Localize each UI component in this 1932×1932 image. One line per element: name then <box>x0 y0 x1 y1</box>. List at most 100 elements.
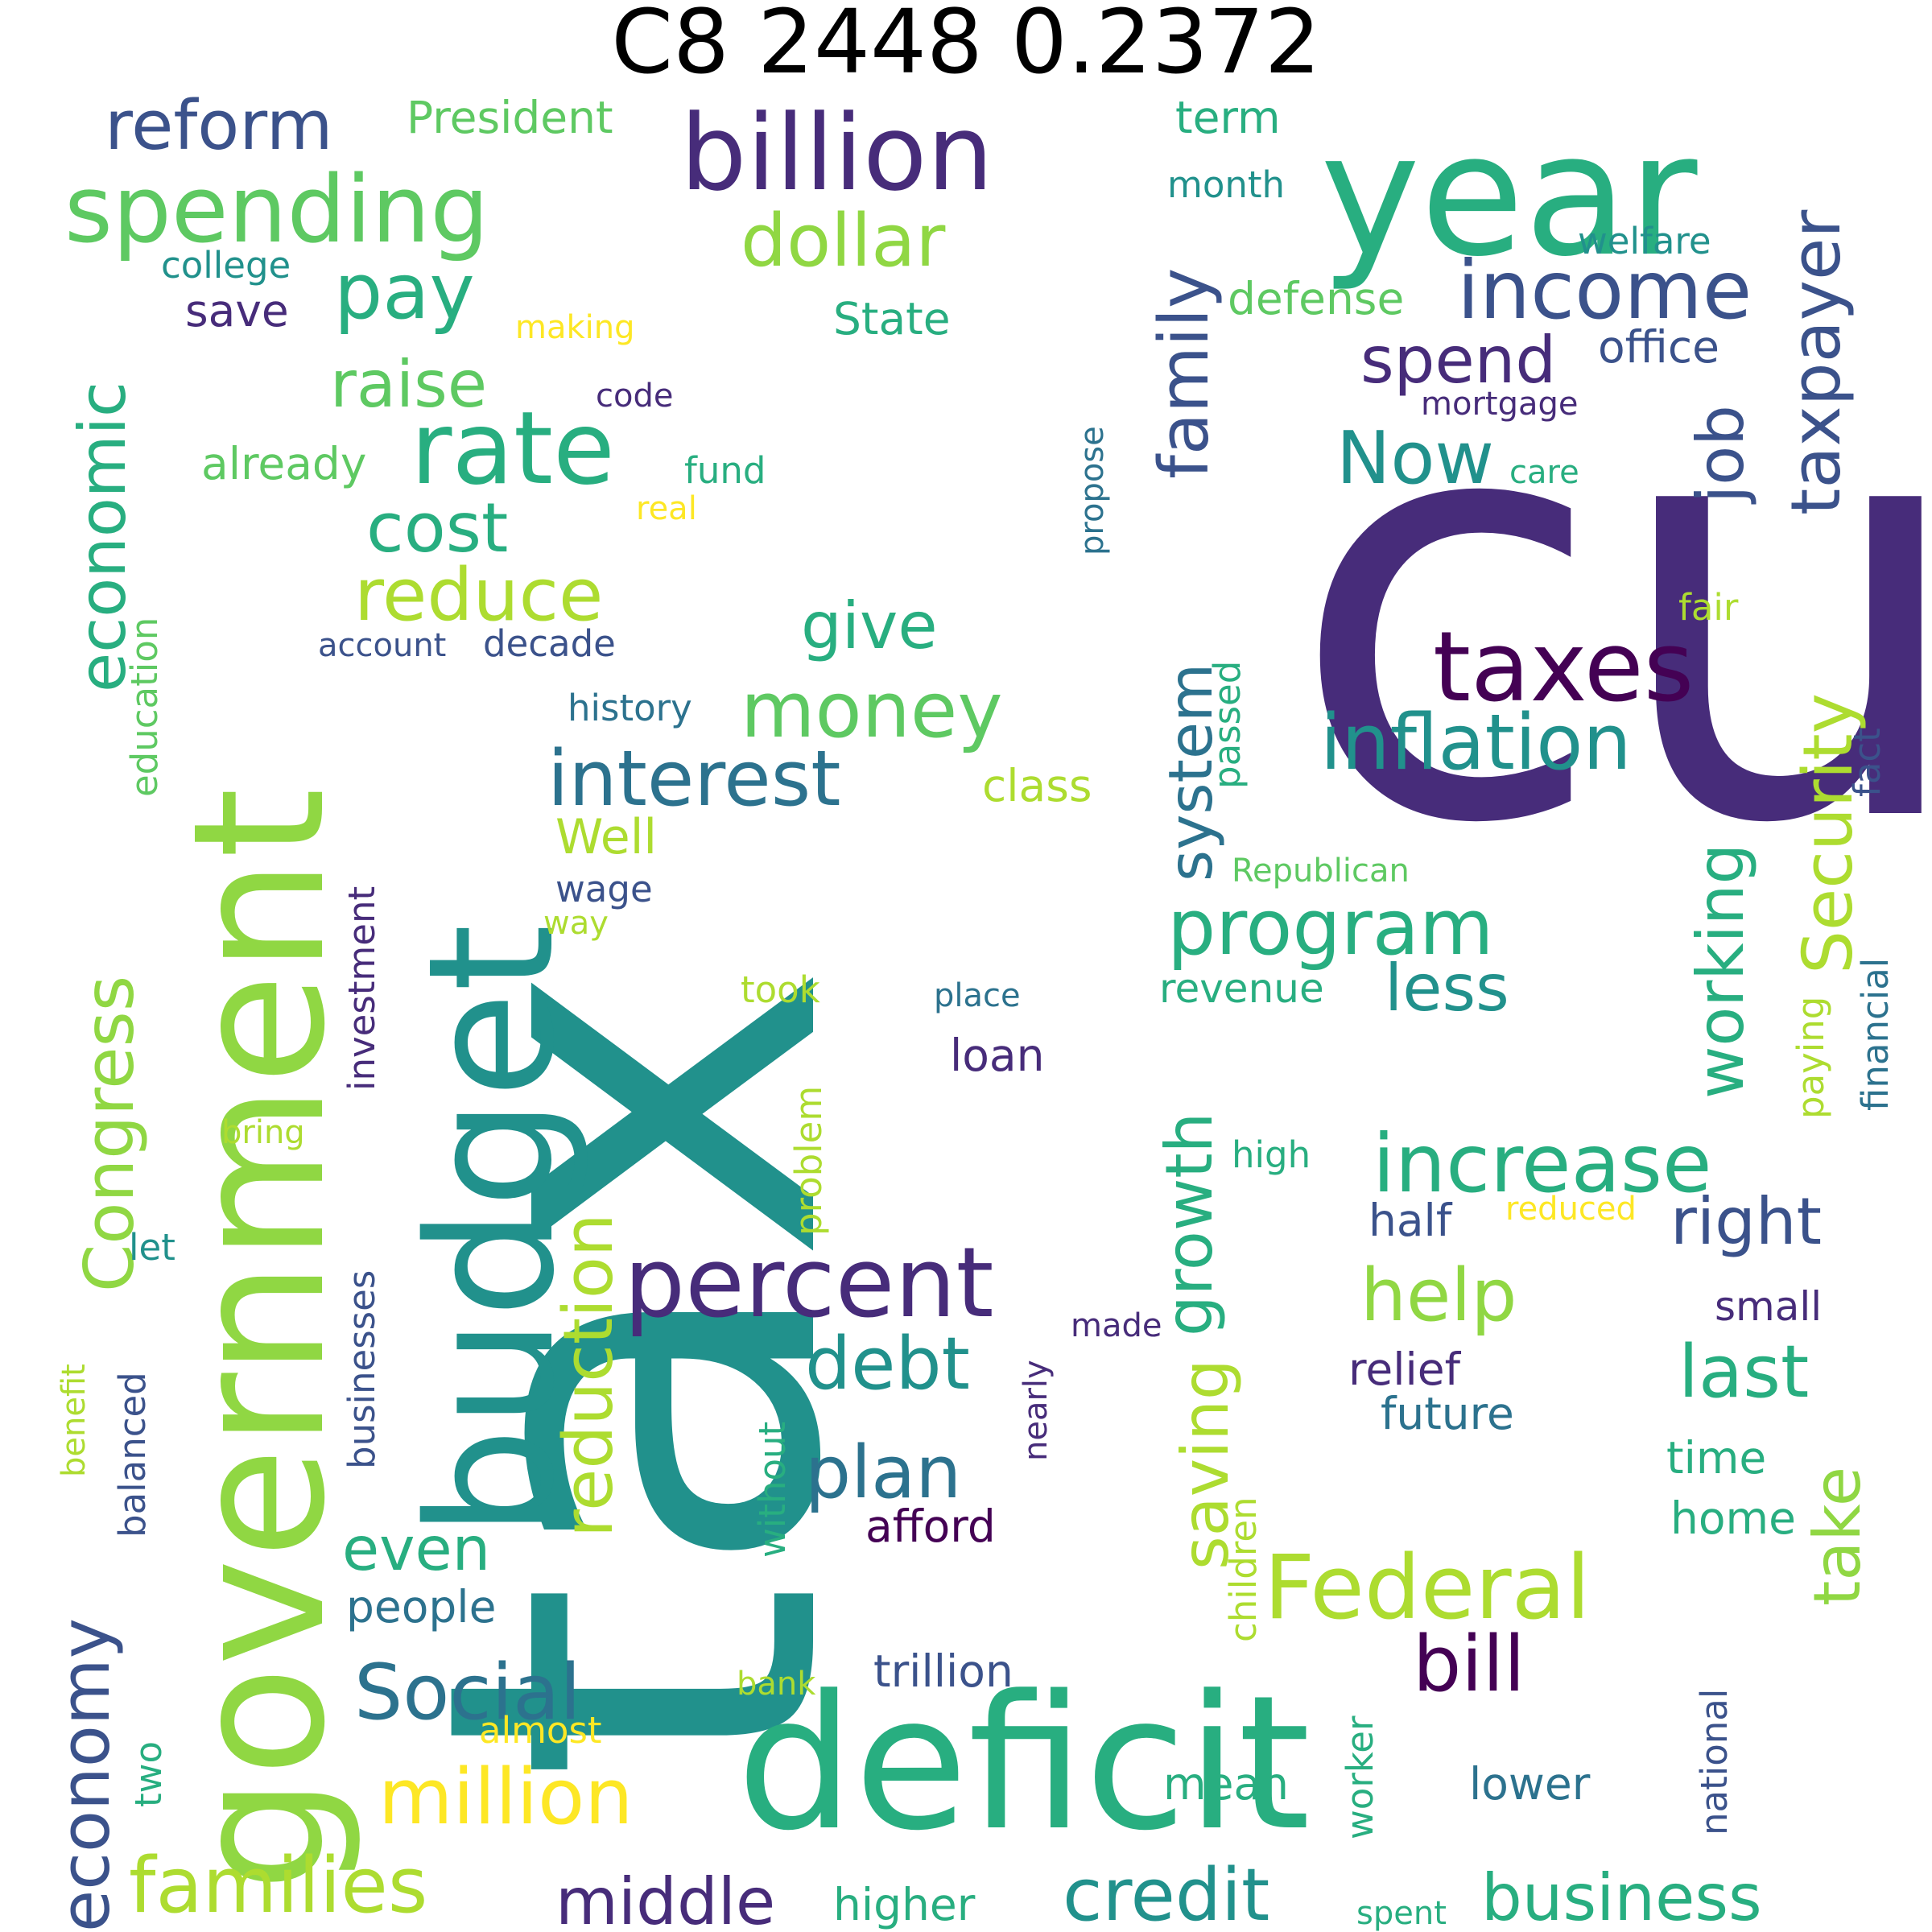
word-program: program <box>1167 884 1494 972</box>
word-trillion: trillion <box>873 1645 1013 1697</box>
word-economic: economic <box>65 382 140 692</box>
word-loan: loan <box>950 1030 1045 1081</box>
word-government: government <box>155 787 365 1892</box>
word-rate: rate <box>411 390 615 507</box>
word-account: account <box>318 627 446 664</box>
word-debt: debt <box>805 1322 970 1406</box>
word-way: way <box>543 905 609 942</box>
word-welfare: welfare <box>1578 220 1711 262</box>
word-credit: credit <box>1063 1853 1269 1932</box>
word-president: President <box>407 92 613 143</box>
word-revenue: revenue <box>1159 965 1324 1012</box>
word-year: year <box>1320 97 1698 294</box>
word-passed: passed <box>1206 661 1249 789</box>
word-financial: financial <box>1854 958 1897 1111</box>
word-give: give <box>801 588 938 663</box>
word-raise: raise <box>330 347 487 422</box>
word-federal: Federal <box>1264 1536 1591 1639</box>
word-college: college <box>161 244 291 287</box>
word-now: Now <box>1336 416 1494 501</box>
word-children: children <box>1222 1496 1265 1642</box>
word-deficit: deficit <box>737 1657 1311 1872</box>
word-wage: wage <box>555 868 653 910</box>
word-pay: pay <box>334 248 475 336</box>
word-investment: investment <box>341 886 383 1091</box>
word-million: million <box>378 1753 633 1842</box>
word-tax: tax <box>335 960 935 1783</box>
word-propose: propose <box>1074 426 1111 555</box>
word-security: Security <box>1789 693 1868 974</box>
word-class: class <box>982 760 1092 811</box>
word-higher: higher <box>833 1879 976 1930</box>
word-real: real <box>636 490 697 527</box>
word-cost: cost <box>366 489 508 568</box>
word-right: right <box>1670 1184 1822 1259</box>
word-budget: budget <box>390 924 592 1538</box>
word-high: high <box>1232 1133 1311 1176</box>
word-reduce: reduce <box>354 553 603 638</box>
word-spend: spend <box>1360 323 1556 398</box>
word-paying: paying <box>1790 997 1832 1119</box>
word-system: system <box>1155 663 1226 881</box>
word-let: let <box>129 1226 175 1269</box>
word-reform: reform <box>105 86 333 166</box>
word-worker: worker <box>1339 1715 1381 1839</box>
word-save: save <box>185 285 289 336</box>
word-well: Well <box>555 809 657 865</box>
word-reduced: reduced <box>1505 1191 1637 1228</box>
word-defense: defense <box>1228 273 1404 324</box>
word-take: take <box>1800 1467 1875 1606</box>
chart-title: C8 2448 0.2372 <box>611 0 1321 93</box>
word-working: working <box>1683 844 1758 1099</box>
word-mean: mean <box>1163 1758 1289 1810</box>
word-people: people <box>346 1581 496 1633</box>
word-bill: bill <box>1413 1620 1525 1709</box>
word-education: education <box>123 617 166 797</box>
word-office: office <box>1598 321 1719 373</box>
word-inflation: inflation <box>1320 699 1632 787</box>
word-national: national <box>1693 1689 1736 1835</box>
word-without: without <box>751 1422 794 1558</box>
word-month: month <box>1167 163 1285 206</box>
word-even: even <box>342 1513 490 1584</box>
word-already: already <box>201 438 366 489</box>
word-last: last <box>1678 1330 1809 1414</box>
word-growth: growth <box>1152 1113 1227 1336</box>
word-business: business <box>1481 1860 1762 1932</box>
word-history: history <box>568 687 692 729</box>
word-two: two <box>127 1741 170 1807</box>
word-fair: fair <box>1678 586 1739 629</box>
word-plan: plan <box>805 1430 961 1515</box>
word-almost: almost <box>479 1709 602 1752</box>
word-cut: cut <box>1288 275 1932 950</box>
word-benefit: benefit <box>56 1364 93 1477</box>
word-took: took <box>741 968 820 1011</box>
word-reduction: reduction <box>549 1213 629 1538</box>
word-families: families <box>129 1842 427 1930</box>
word-mortgage: mortgage <box>1421 386 1578 423</box>
word-job: job <box>1683 405 1758 505</box>
word-decade: decade <box>483 622 616 665</box>
word-fund: fund <box>684 449 766 492</box>
word-bank: bank <box>737 1666 816 1703</box>
word-bring: bring <box>221 1114 305 1151</box>
word-money: money <box>741 667 1003 755</box>
word-social: Social <box>354 1649 581 1737</box>
word-fact: fact <box>1846 728 1889 797</box>
word-time: time <box>1666 1432 1766 1484</box>
word-billion: billion <box>680 92 993 214</box>
word-businesses: businesses <box>341 1270 383 1469</box>
word-economy: economy <box>46 1618 126 1932</box>
word-nearly: nearly <box>1018 1360 1055 1461</box>
word-afford: afford <box>865 1501 996 1552</box>
word-increase: increase <box>1373 1117 1711 1211</box>
word-small: small <box>1715 1283 1822 1330</box>
word-term: term <box>1175 92 1281 143</box>
word-future: future <box>1381 1388 1514 1439</box>
word-half: half <box>1368 1195 1453 1246</box>
word-home: home <box>1670 1492 1796 1544</box>
word-help: help <box>1360 1253 1517 1338</box>
word-spent: spent <box>1356 1895 1447 1932</box>
